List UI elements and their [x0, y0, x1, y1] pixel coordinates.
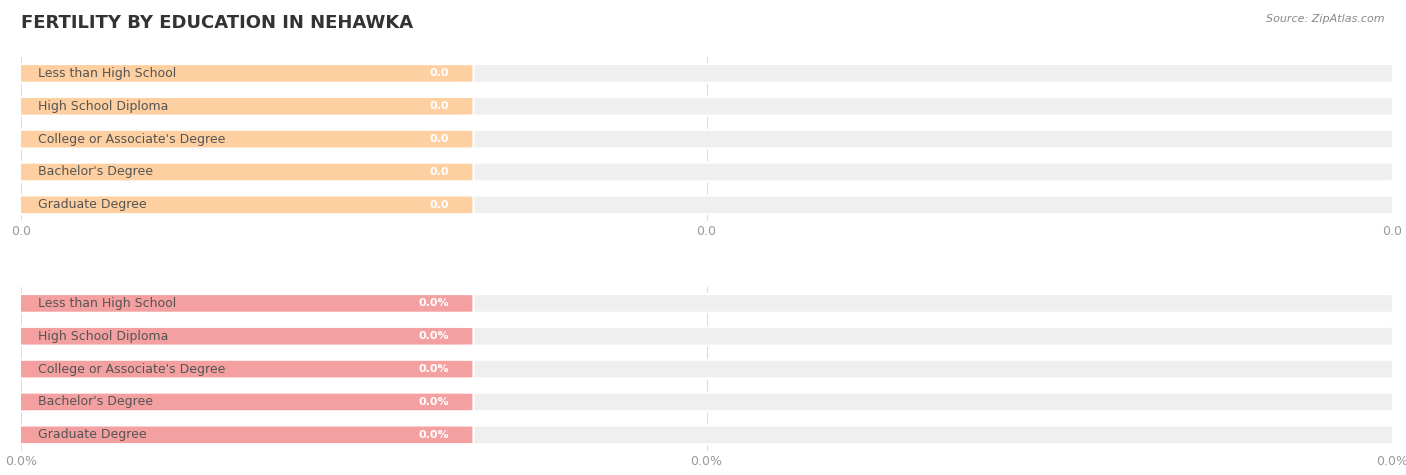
FancyBboxPatch shape	[7, 162, 1406, 181]
FancyBboxPatch shape	[7, 327, 474, 346]
Text: 0.0: 0.0	[429, 101, 449, 111]
FancyBboxPatch shape	[7, 393, 1406, 411]
FancyBboxPatch shape	[7, 426, 1406, 444]
Text: 0.0%: 0.0%	[418, 298, 449, 308]
FancyBboxPatch shape	[7, 426, 474, 444]
FancyBboxPatch shape	[7, 327, 1406, 346]
FancyBboxPatch shape	[7, 294, 474, 313]
FancyBboxPatch shape	[7, 360, 474, 379]
FancyBboxPatch shape	[7, 360, 1406, 379]
Text: 0.0%: 0.0%	[418, 430, 449, 440]
Text: 0.0: 0.0	[429, 68, 449, 78]
FancyBboxPatch shape	[7, 393, 474, 411]
FancyBboxPatch shape	[7, 130, 1406, 149]
Text: Graduate Degree: Graduate Degree	[38, 428, 146, 441]
FancyBboxPatch shape	[7, 64, 1406, 83]
Text: Less than High School: Less than High School	[38, 67, 176, 80]
Text: 0.0: 0.0	[429, 200, 449, 210]
Text: 0.0: 0.0	[429, 134, 449, 144]
FancyBboxPatch shape	[7, 97, 474, 115]
Text: High School Diploma: High School Diploma	[38, 330, 167, 343]
Text: Graduate Degree: Graduate Degree	[38, 199, 146, 211]
Text: Bachelor's Degree: Bachelor's Degree	[38, 165, 152, 179]
Text: Less than High School: Less than High School	[38, 297, 176, 310]
Text: College or Associate's Degree: College or Associate's Degree	[38, 133, 225, 146]
Text: Bachelor's Degree: Bachelor's Degree	[38, 396, 152, 408]
Text: 0.0%: 0.0%	[418, 331, 449, 341]
Text: College or Associate's Degree: College or Associate's Degree	[38, 362, 225, 376]
FancyBboxPatch shape	[7, 97, 1406, 115]
FancyBboxPatch shape	[7, 64, 474, 83]
Text: FERTILITY BY EDUCATION IN NEHAWKA: FERTILITY BY EDUCATION IN NEHAWKA	[21, 14, 413, 32]
FancyBboxPatch shape	[7, 130, 474, 149]
Text: High School Diploma: High School Diploma	[38, 100, 167, 113]
FancyBboxPatch shape	[7, 294, 1406, 313]
Text: Source: ZipAtlas.com: Source: ZipAtlas.com	[1267, 14, 1385, 24]
FancyBboxPatch shape	[7, 162, 474, 181]
Text: 0.0: 0.0	[429, 167, 449, 177]
FancyBboxPatch shape	[7, 196, 1406, 214]
Text: 0.0%: 0.0%	[418, 364, 449, 374]
FancyBboxPatch shape	[7, 196, 474, 214]
Text: 0.0%: 0.0%	[418, 397, 449, 407]
